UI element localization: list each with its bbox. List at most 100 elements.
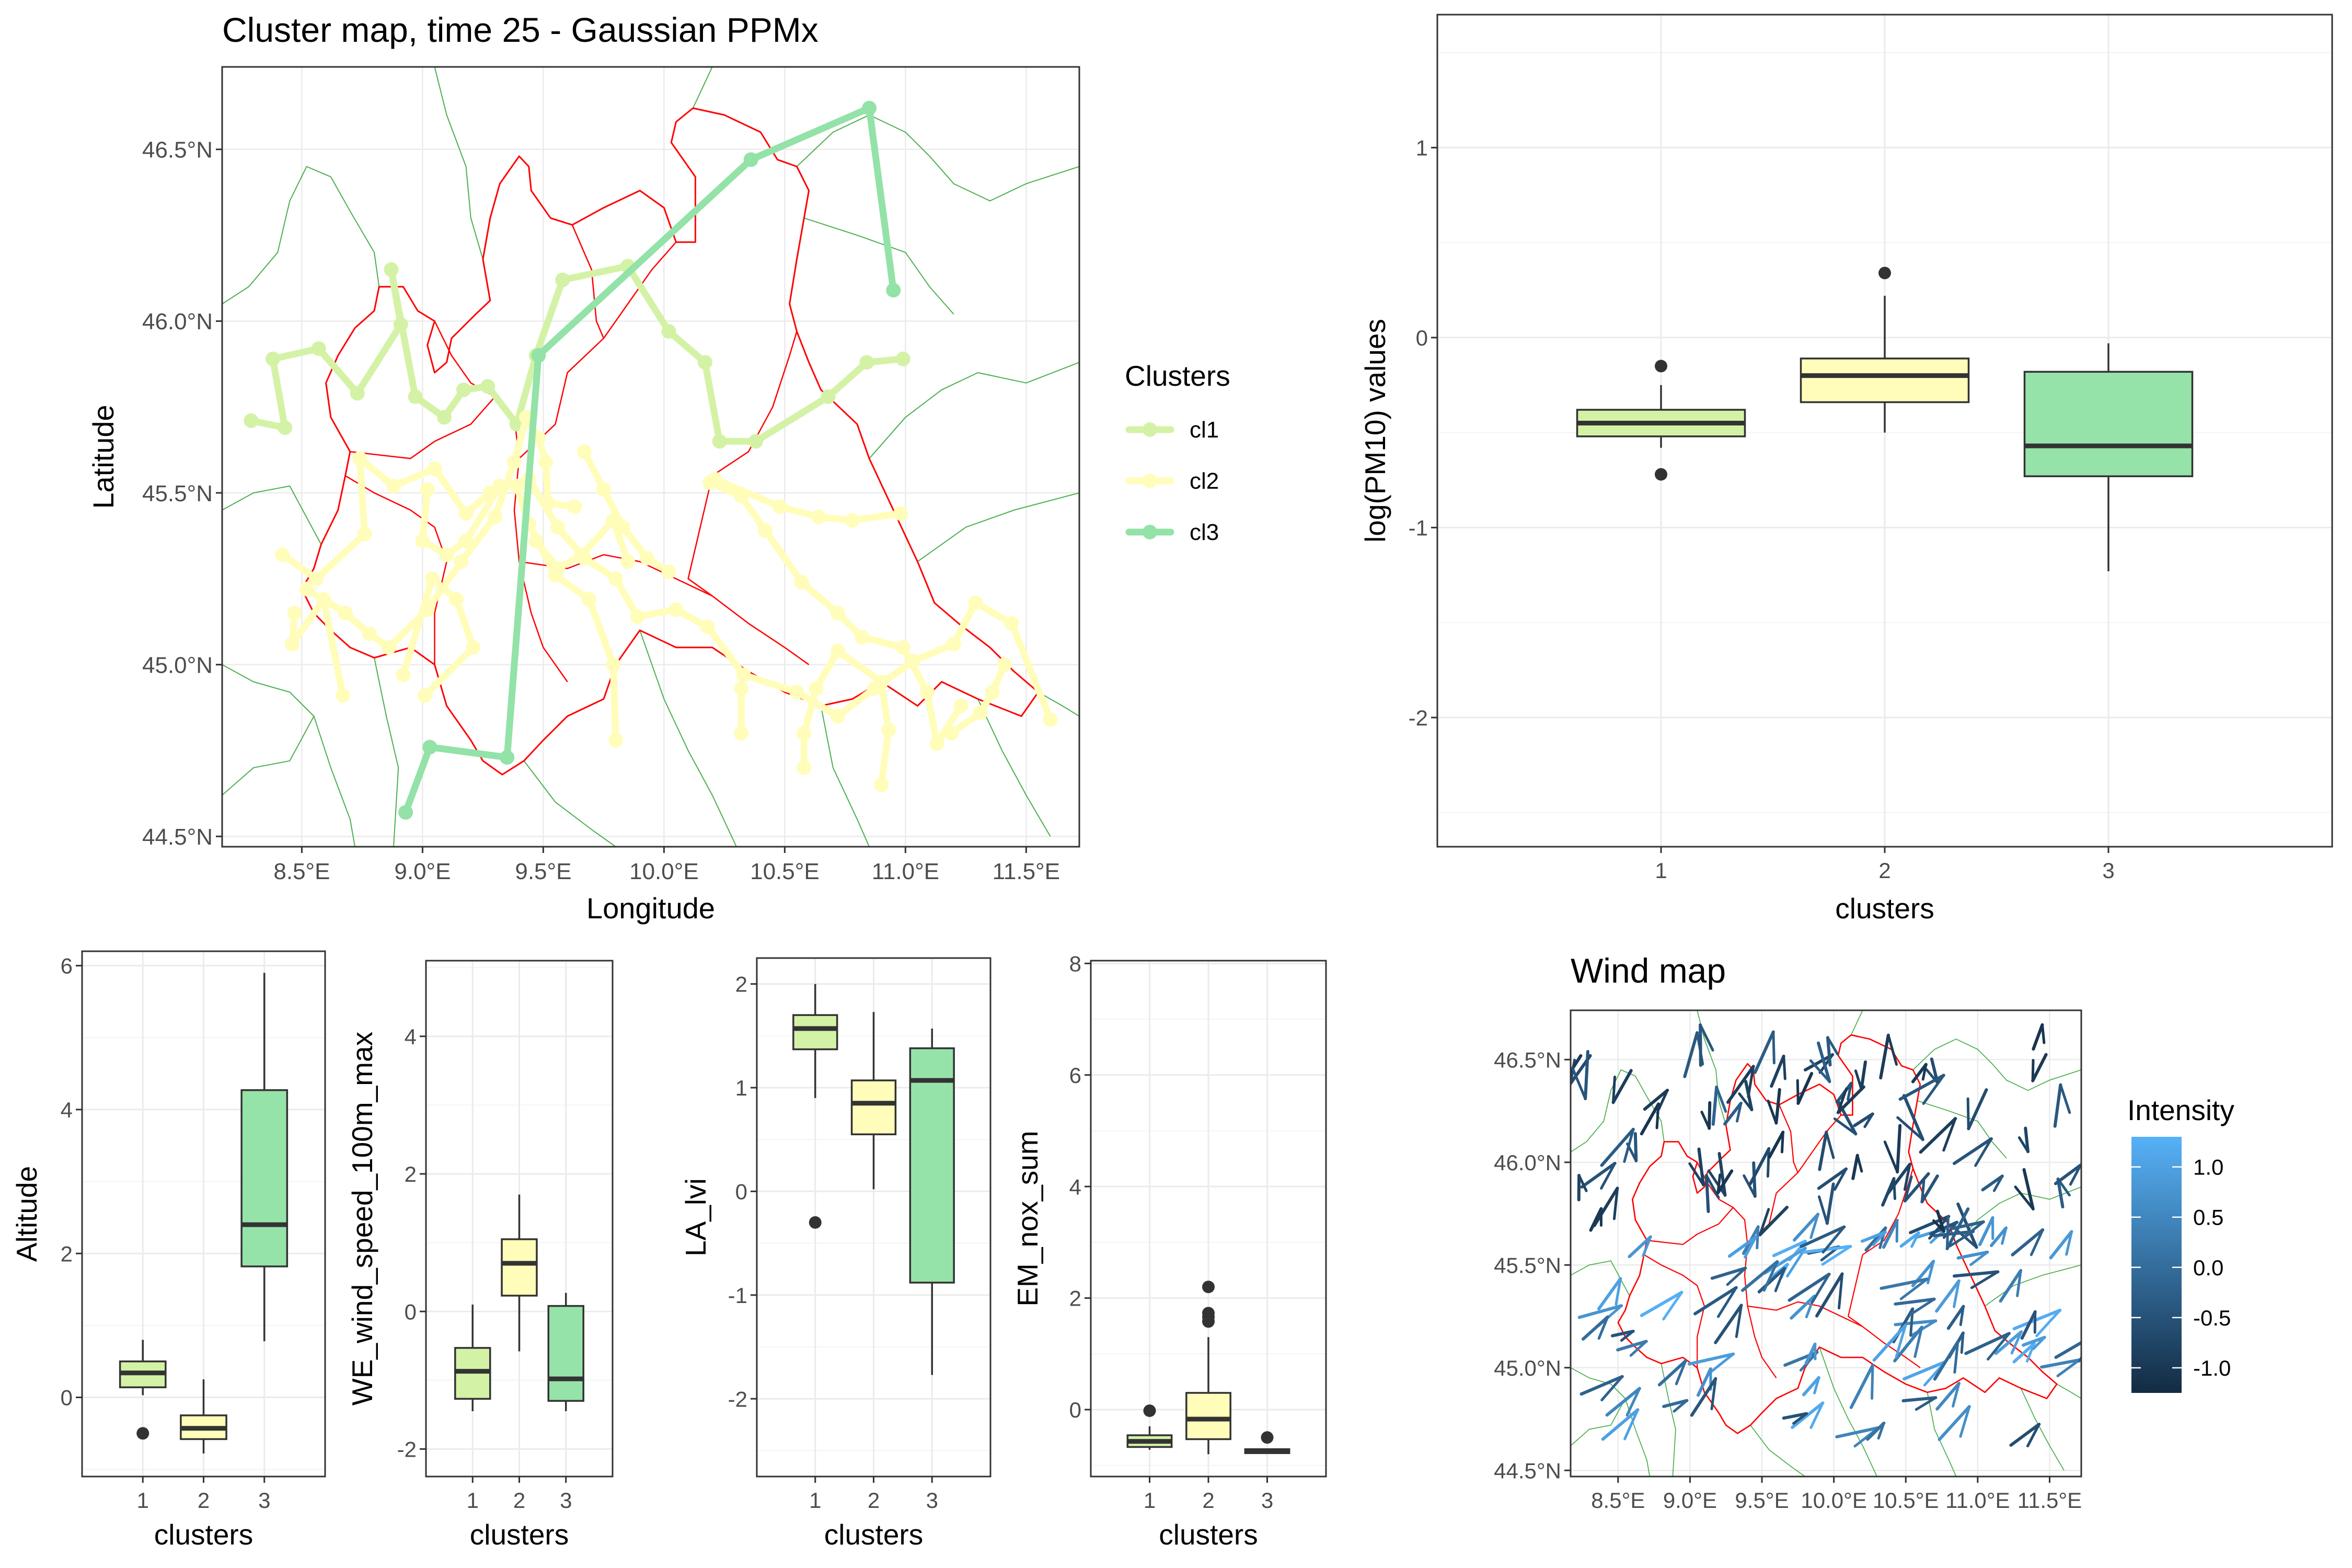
colorbar-tick-label: 0.5: [2193, 1205, 2223, 1230]
cluster-point-cl2: [352, 451, 367, 466]
outlier-point-2: [1202, 1307, 1215, 1319]
wind-map-title: Wind map: [1571, 951, 1726, 990]
legend-label-cl2: cl2: [1190, 468, 1219, 494]
cluster-point-cl2: [929, 736, 944, 751]
box-cluster-2: [1801, 359, 1969, 402]
cluster-legend-title: Clusters: [1125, 360, 1230, 392]
la_lvi_box-tick-label-x: 3: [926, 1488, 938, 1513]
cluster-point-cl2: [789, 685, 804, 699]
wind-map-tick-label-y: 46.0°N: [1494, 1150, 1561, 1175]
cluster-point-cl2: [396, 667, 410, 682]
la_lvi_box-tick-label-y: 2: [735, 972, 747, 997]
we_wind_box-tick-label-x: 2: [513, 1488, 525, 1513]
cluster-point-cl2: [855, 630, 869, 644]
cluster-point-cl2: [510, 479, 524, 493]
cluster-map-panel: 8.5°E 9.0°E 9.5°E 10.0°E 10.5°E 11.0°E 11.5°E4…: [87, 10, 1079, 925]
wind-vector: [1700, 1025, 1701, 1065]
cluster-point-cl2: [1005, 616, 1019, 631]
we_wind_box-tick-label-x: 1: [467, 1488, 479, 1513]
box-cluster-2: [502, 1239, 537, 1296]
wind-vector-head: [1613, 1077, 1615, 1102]
cluster-point-cl1: [456, 383, 471, 397]
em_nox_box-tick-label-x: 2: [1202, 1488, 1214, 1513]
wind-vector-head: [1872, 1365, 1873, 1398]
cluster-map-tick-label-x: 11.0°E: [872, 859, 939, 884]
cluster-point-cl1: [394, 317, 408, 332]
em_nox_box-x-axis-title: clusters: [1159, 1518, 1258, 1551]
cluster-point-cl2: [285, 637, 299, 651]
we_wind_box-tick-label-y: 4: [405, 1024, 417, 1049]
cluster-point-cl2: [773, 499, 787, 514]
cluster-map-tick-label-y: 44.5°N: [142, 824, 213, 850]
cluster-point-cl2: [596, 482, 611, 497]
cluster-point-cl2: [454, 554, 468, 569]
cluster-point-cl2: [845, 513, 860, 528]
wind-map-tick-label-x: 9.5°E: [1735, 1488, 1789, 1513]
em_nox_box-tick-label-y: 4: [1069, 1174, 1081, 1199]
cluster-map-tick-label-x: 10.0°E: [629, 859, 699, 884]
cluster-point-cl2: [459, 534, 474, 548]
cluster-point-cl2: [973, 706, 988, 720]
cluster-map-x-axis-title: Longitude: [586, 892, 715, 925]
em_nox_box-panel: 1 2 302468clustersEM_nox_sum: [1011, 951, 1326, 1551]
box-cluster-1: [793, 1015, 837, 1049]
wind-vector-head: [1962, 1333, 1963, 1352]
cluster-point-cl2: [538, 455, 553, 469]
cluster-point-cl3: [744, 152, 758, 167]
box-cluster-3: [241, 1090, 287, 1266]
altitude_box-tick-label-y: 4: [61, 1098, 73, 1122]
cluster-point-cl1: [278, 420, 292, 435]
la_lvi_box-tick-label-y: -2: [728, 1387, 747, 1411]
cluster-point-cl2: [606, 658, 620, 672]
wind-map-tick-label-x: 9.0°E: [1663, 1488, 1717, 1513]
la_lvi_box-tick-label-y: 0: [735, 1180, 747, 1204]
wind-map-tick-label-x: 10.5°E: [1873, 1488, 1939, 1513]
cluster-point-cl2: [608, 733, 623, 747]
cluster-point-cl2: [428, 462, 442, 476]
cluster-point-cl2: [944, 726, 959, 741]
pm10_box-tick-label-y: -1: [1409, 515, 1428, 540]
em_nox_box-tick-label-y: 0: [1069, 1398, 1081, 1422]
cluster-point-cl2: [548, 568, 563, 583]
cluster-point-cl2: [577, 444, 592, 459]
cluster-point-cl1: [384, 262, 398, 277]
outlier-point-1: [809, 1216, 822, 1229]
cluster-point-cl2: [797, 726, 811, 741]
we_wind_box-panel: 1 2 3-2024clustersWE_wind_speed_100m_max: [346, 961, 613, 1551]
we_wind_box-tick-label-y: 0: [405, 1299, 417, 1324]
wind-map-tick-label-x: 11.0°E: [1945, 1488, 2010, 1513]
wind-vector-head: [2042, 1025, 2044, 1043]
box-cluster-3: [910, 1048, 954, 1283]
cluster-point-cl2: [758, 523, 773, 538]
cluster-point-cl2: [287, 606, 302, 620]
cluster-point-cl2: [316, 592, 331, 607]
cluster-map-tick-label-y: 46.5°N: [142, 137, 213, 163]
wind-map-tick-label-x: 11.5°E: [2017, 1488, 2082, 1513]
cluster-point-cl2: [640, 551, 654, 566]
la_lvi_box-tick-label-y: -1: [728, 1283, 747, 1308]
em_nox_box-tick-label-y: 8: [1069, 951, 1081, 976]
cluster-map-tick-label-x: 11.5°E: [993, 859, 1060, 884]
cluster-point-cl1: [698, 355, 712, 370]
altitude_box-tick-label-x: 1: [137, 1488, 149, 1513]
cluster-point-cl2: [440, 547, 454, 562]
cluster-point-cl2: [874, 675, 889, 689]
box-cluster-2: [1186, 1393, 1230, 1439]
cluster-point-cl2: [831, 709, 845, 723]
intensity-colorbar: [2131, 1137, 2182, 1393]
cluster-point-cl2: [299, 582, 314, 596]
cluster-map-tick-label-y: 45.0°N: [142, 652, 213, 678]
em_nox_box-tick-label-x: 3: [1261, 1488, 1273, 1513]
legend-key-point-cl1: [1143, 422, 1157, 437]
cluster-point-cl2: [488, 510, 502, 524]
cluster-point-cl2: [425, 571, 440, 586]
cluster-map-y-axis-title: Latitude: [87, 405, 120, 509]
we_wind_box-tick-label-y: -2: [397, 1437, 417, 1461]
outlier-point-3: [1261, 1431, 1274, 1444]
altitude_box-tick-label-y: 0: [61, 1386, 73, 1410]
la_lvi_box-panel: 1 2 3-2-1012clustersLA_lvi: [679, 958, 990, 1551]
cluster-point-cl2: [415, 534, 430, 548]
cluster-point-cl2: [669, 602, 684, 617]
altitude_box-tick-label-y: 6: [61, 954, 73, 978]
cluster-point-cl2: [275, 547, 290, 562]
